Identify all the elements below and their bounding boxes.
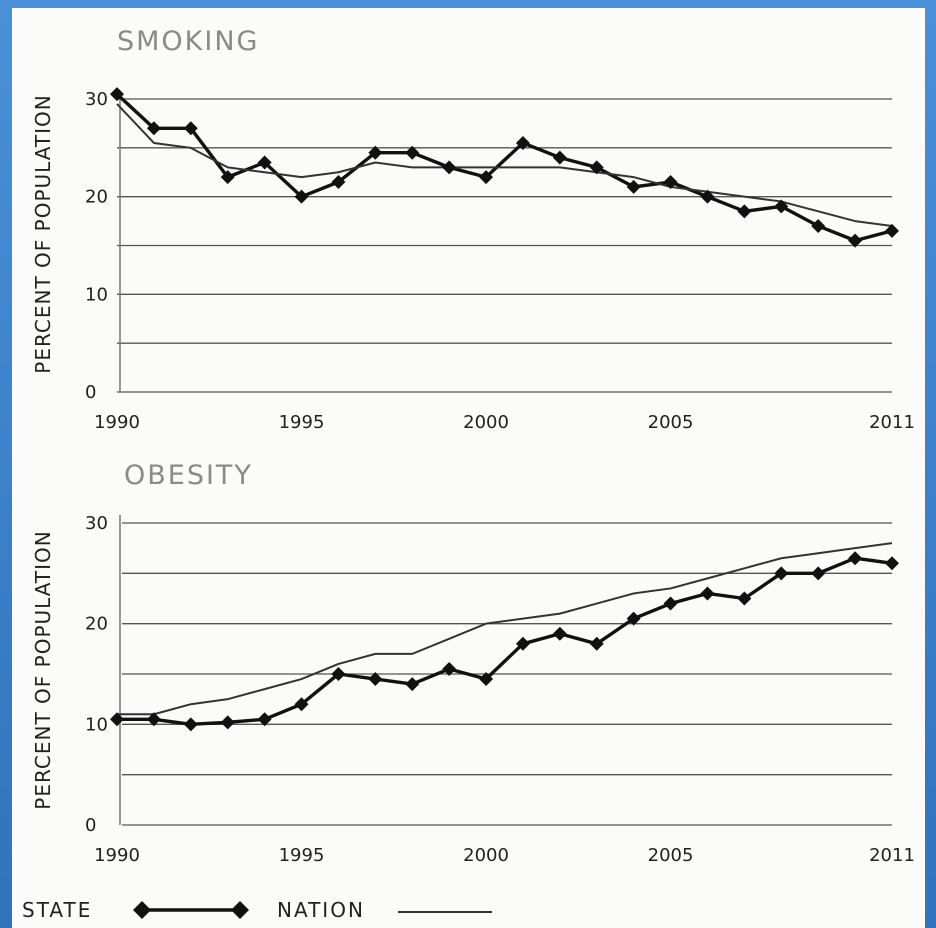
state-data-point — [811, 218, 826, 233]
y-tick-label: 30 — [85, 89, 108, 110]
state-data-point — [663, 175, 678, 190]
state-data-point — [368, 672, 383, 687]
state-data-point — [552, 150, 567, 165]
state-data-point — [885, 223, 899, 238]
state-data-point — [405, 677, 420, 692]
legend-state-label: STATE — [22, 898, 92, 922]
nation-series-line — [117, 542, 893, 716]
smoking-series — [110, 87, 899, 248]
nation-series-line — [116, 103, 893, 227]
x-tick-label: 1990 — [94, 845, 140, 866]
state-data-point — [626, 611, 641, 626]
obesity-title: OBESITY — [124, 460, 253, 491]
y-tick-label: 0 — [85, 815, 96, 836]
state-data-point — [368, 145, 383, 160]
state-data-point — [479, 170, 494, 185]
x-tick-label: 2005 — [648, 845, 694, 866]
legend-nation-label: NATION — [277, 898, 365, 922]
y-tick-label: 20 — [85, 614, 108, 635]
state-data-point — [479, 672, 494, 687]
state-data-point — [146, 712, 161, 727]
state-data-point — [885, 556, 899, 571]
state-data-point — [220, 170, 235, 185]
y-tick-label: 10 — [85, 714, 108, 735]
x-tick-label: 1995 — [279, 412, 325, 433]
state-data-point — [700, 586, 715, 601]
state-data-point — [552, 626, 567, 641]
chart-figure: SMOKING PERCENT OF POPULATION 30 20 10 0 19… — [22, 26, 915, 922]
x-tick-label: 2005 — [648, 412, 694, 433]
legend: STATE NATION — [22, 898, 492, 922]
legend-state-swatch — [133, 901, 249, 919]
obesity-x-ticks: 1990 1995 2000 2005 2011 — [94, 845, 915, 866]
state-data-point — [257, 712, 272, 727]
state-data-point — [626, 179, 641, 194]
legend-state-marker-right — [231, 901, 249, 919]
obesity-y-ticks: 30 20 10 0 — [85, 513, 108, 836]
state-data-point — [589, 160, 604, 175]
state-data-point — [811, 566, 826, 581]
state-data-point — [737, 591, 752, 606]
state-data-point — [183, 717, 198, 732]
state-data-point — [663, 596, 678, 611]
chart-panel: SMOKING PERCENT OF POPULATION 30 20 10 0 19… — [12, 8, 925, 928]
state-data-point — [183, 121, 198, 136]
smoking-chart: SMOKING PERCENT OF POPULATION 30 20 10 0 19… — [31, 26, 915, 433]
x-tick-label: 2011 — [869, 412, 915, 433]
state-data-point — [331, 175, 346, 190]
obesity-series — [110, 542, 899, 732]
state-data-point — [442, 160, 457, 175]
y-tick-label: 20 — [85, 187, 108, 208]
state-data-point — [442, 661, 457, 676]
state-data-point — [774, 566, 789, 581]
state-data-point — [515, 135, 530, 150]
y-tick-label: 0 — [85, 382, 96, 403]
state-data-point — [515, 636, 530, 651]
state-series-line — [117, 556, 893, 727]
x-tick-label: 2011 — [869, 845, 915, 866]
y-tick-label: 30 — [85, 513, 108, 534]
x-tick-label: 1990 — [94, 412, 140, 433]
state-data-point — [848, 233, 863, 248]
state-data-point — [294, 189, 309, 204]
state-data-point — [220, 715, 235, 730]
smoking-y-axis-label: PERCENT OF POPULATION — [31, 94, 55, 373]
state-data-point — [110, 712, 124, 727]
state-data-point — [737, 204, 752, 219]
obesity-gridlines — [119, 515, 892, 826]
x-tick-label: 2000 — [463, 845, 509, 866]
state-data-point — [257, 155, 272, 170]
state-data-point — [700, 189, 715, 204]
state-data-point — [146, 121, 161, 136]
state-data-point — [110, 87, 124, 102]
state-data-point — [589, 636, 604, 651]
state-data-point — [848, 551, 863, 566]
obesity-chart: OBESITY PERCENT OF POPULATION 30 20 10 0 19… — [31, 460, 915, 866]
state-data-point — [405, 145, 420, 160]
state-data-point — [331, 667, 346, 681]
smoking-title: SMOKING — [117, 26, 259, 57]
state-data-point — [774, 199, 789, 214]
x-tick-label: 1995 — [279, 845, 325, 866]
smoking-x-ticks: 1990 1995 2000 2005 2011 — [94, 412, 915, 433]
y-tick-label: 10 — [85, 284, 108, 305]
smoking-y-ticks: 30 20 10 0 — [85, 89, 108, 403]
smoking-gridlines — [117, 91, 892, 393]
x-tick-label: 2000 — [463, 412, 509, 433]
state-data-point — [294, 697, 309, 712]
obesity-y-axis-label: PERCENT OF POPULATION — [31, 530, 55, 809]
legend-state-marker-left — [133, 901, 151, 919]
